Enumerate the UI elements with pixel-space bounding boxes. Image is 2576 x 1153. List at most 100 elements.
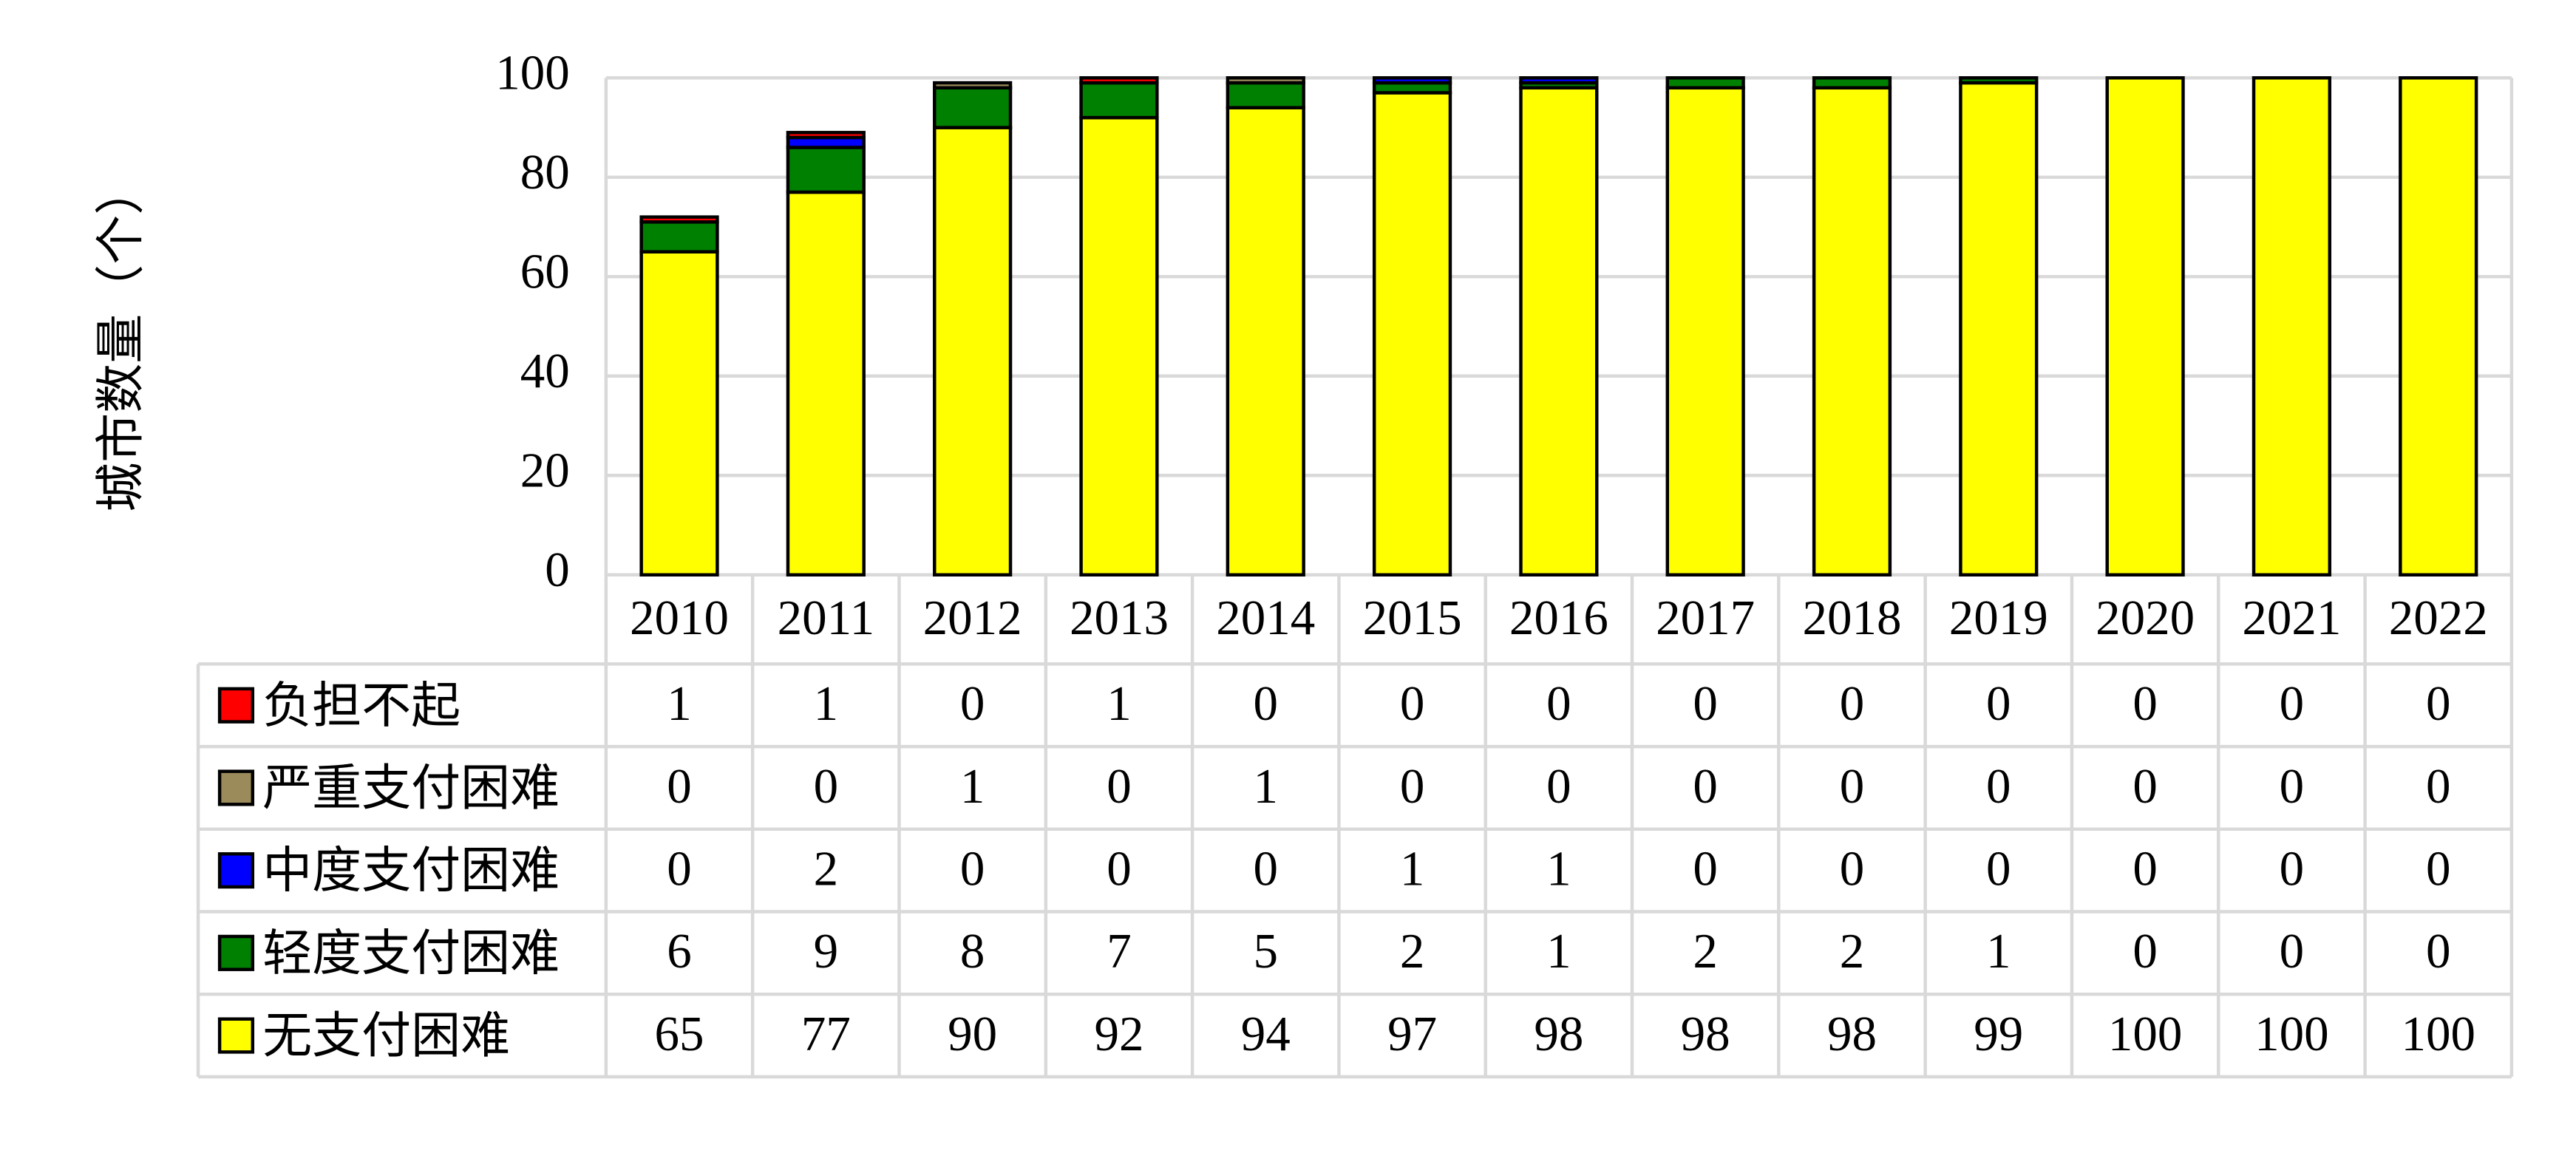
table-value: 5 (1254, 924, 1279, 979)
table-value: 0 (2280, 676, 2305, 731)
table-value: 2 (1693, 924, 1718, 979)
table-value: 0 (667, 759, 692, 814)
table-value: 0 (1400, 676, 1424, 731)
table-value: 0 (1693, 676, 1718, 731)
table-value: 2 (1840, 924, 1865, 979)
bar-segment (1372, 76, 1452, 85)
table-value: 100 (2108, 1007, 2183, 1061)
table-value: 0 (1254, 676, 1279, 731)
table-value: 1 (667, 676, 692, 731)
bar-segment (1372, 91, 1452, 576)
table-value: 1 (1400, 841, 1424, 896)
table-value: 0 (1986, 676, 2011, 731)
bar-segment (1226, 106, 1305, 576)
bar-segment (2252, 76, 2332, 576)
legend-label: 严重支付困难 (262, 759, 560, 817)
bar-segment (786, 131, 866, 140)
x-tick-label: 2020 (2096, 591, 2195, 645)
table-value: 0 (1546, 759, 1571, 814)
legend-swatch (217, 687, 255, 724)
table-value: 97 (1387, 1007, 1437, 1061)
bar-segment (1665, 86, 1745, 577)
table-value: 0 (2132, 841, 2158, 896)
legend-swatch (217, 852, 255, 889)
bar-segment (1226, 81, 1305, 109)
table-value: 2 (1400, 924, 1424, 979)
table-value: 1 (1546, 924, 1571, 979)
bar-segment (1079, 76, 1159, 85)
bar-segment (786, 146, 866, 194)
table-value: 0 (1840, 676, 1865, 731)
bar-segment (1812, 86, 1892, 577)
table-value: 0 (2280, 841, 2305, 896)
table-value: 2 (814, 841, 839, 896)
x-tick-label: 2013 (1070, 591, 1169, 645)
table-value: 99 (1974, 1007, 2023, 1061)
legend-swatch (217, 769, 255, 806)
bar-segment (2105, 76, 2185, 576)
x-tick-label: 2016 (1509, 591, 1608, 645)
x-tick-label: 2012 (923, 591, 1022, 645)
bar-segment (639, 250, 719, 576)
table-value: 8 (960, 924, 985, 979)
legend-swatch (217, 1017, 255, 1054)
table-value: 0 (1840, 759, 1865, 814)
x-tick-label: 2018 (1802, 591, 1901, 645)
table-value: 0 (1693, 759, 1718, 814)
table-value: 0 (2426, 676, 2451, 731)
table-value: 100 (2254, 1007, 2329, 1061)
legend-swatch (217, 934, 255, 971)
table-value: 0 (1107, 759, 1131, 814)
y-tick-label: 0 (545, 543, 570, 597)
table-value: 6 (667, 924, 692, 979)
table-value: 0 (2132, 759, 2158, 814)
table-value: 0 (2426, 841, 2451, 896)
table-value: 0 (2426, 924, 2451, 979)
x-tick-label: 2021 (2242, 591, 2341, 645)
table-value: 0 (2132, 676, 2158, 731)
bar-segment (639, 220, 719, 254)
bar-segment (1959, 81, 2039, 576)
table-value: 0 (667, 841, 692, 896)
bar-segment (1665, 76, 1745, 90)
table-value: 0 (1840, 841, 1865, 896)
bar-segment (1959, 76, 2039, 85)
y-tick-label: 40 (520, 344, 570, 398)
x-tick-label: 2014 (1216, 591, 1315, 645)
x-tick-label: 2022 (2389, 591, 2488, 645)
bar-segment (786, 190, 866, 577)
x-tick-label: 2017 (1656, 591, 1755, 645)
table-value: 0 (1254, 841, 1279, 896)
bar-segment (933, 81, 1013, 90)
x-tick-label: 2010 (630, 591, 729, 645)
table-value: 90 (948, 1007, 997, 1061)
table-value: 1 (960, 759, 985, 814)
table-value: 0 (1400, 759, 1424, 814)
table-value: 1 (1107, 676, 1131, 731)
y-axis-title: 城市数量（个） (92, 166, 149, 512)
table-value: 94 (1241, 1007, 1291, 1061)
bar-segment (1812, 76, 1892, 90)
table-value: 0 (960, 676, 985, 731)
table-value: 92 (1094, 1007, 1143, 1061)
table-value: 100 (2401, 1007, 2475, 1061)
table-value: 98 (1681, 1007, 1730, 1061)
legend-label: 负担不起 (262, 676, 461, 734)
y-tick-label: 80 (520, 145, 570, 200)
table-value: 0 (2132, 924, 2158, 979)
table-value: 9 (814, 924, 839, 979)
bar-segment (933, 126, 1013, 576)
table-value: 0 (2280, 759, 2305, 814)
table-value: 65 (655, 1007, 704, 1061)
table-value: 0 (1107, 841, 1131, 896)
table-value: 0 (1693, 841, 1718, 896)
table-value: 1 (1546, 841, 1571, 896)
table-value: 0 (2426, 759, 2451, 814)
bar-segment (933, 86, 1013, 129)
table-value: 98 (1827, 1007, 1877, 1061)
table-value: 0 (2280, 924, 2305, 979)
table-value: 0 (1986, 841, 2011, 896)
table-value: 1 (814, 676, 839, 731)
